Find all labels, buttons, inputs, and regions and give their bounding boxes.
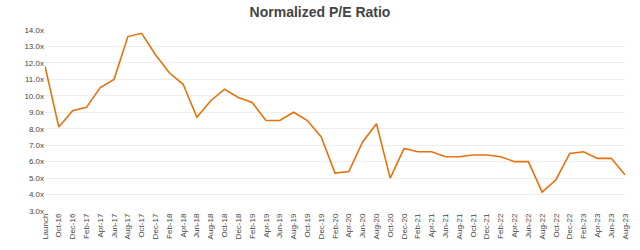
svg-text:10.0x: 10.0x (24, 92, 44, 101)
svg-text:Oct-18: Oct-18 (220, 213, 229, 238)
svg-text:Oct-19: Oct-19 (303, 213, 312, 238)
svg-text:12.0x: 12.0x (24, 59, 44, 68)
svg-text:Dec-18: Dec-18 (234, 213, 243, 239)
svg-text:5.0x: 5.0x (29, 174, 44, 183)
svg-text:Normalized P/E Ratio: Normalized P/E Ratio (250, 4, 391, 20)
svg-text:Jun-19: Jun-19 (275, 213, 284, 238)
svg-text:Jun-17: Jun-17 (110, 213, 119, 238)
svg-text:Oct-17: Oct-17 (137, 213, 146, 238)
svg-text:Aug-20: Aug-20 (372, 213, 381, 239)
svg-text:Apr-23: Apr-23 (593, 213, 602, 238)
svg-text:Oct-20: Oct-20 (386, 213, 395, 238)
svg-text:8.0x: 8.0x (29, 125, 44, 134)
svg-text:4.0x: 4.0x (29, 190, 44, 199)
svg-text:Dec-20: Dec-20 (400, 213, 409, 239)
svg-text:Aug-23: Aug-23 (621, 213, 630, 239)
svg-text:14.0x: 14.0x (24, 26, 44, 35)
svg-text:11.0x: 11.0x (25, 75, 44, 84)
svg-text:Aug-22: Aug-22 (538, 213, 547, 239)
svg-text:Dec-21: Dec-21 (483, 213, 492, 239)
svg-text:3.0x: 3.0x (29, 207, 44, 216)
svg-text:Feb-17: Feb-17 (82, 213, 91, 239)
svg-text:Feb-20: Feb-20 (331, 213, 340, 239)
svg-text:Feb-19: Feb-19 (248, 213, 257, 239)
svg-text:Dec-19: Dec-19 (317, 213, 326, 239)
svg-text:Oct-22: Oct-22 (552, 213, 561, 238)
svg-text:Jun-23: Jun-23 (607, 213, 616, 238)
svg-text:Feb-22: Feb-22 (496, 213, 505, 239)
svg-text:Oct-21: Oct-21 (469, 213, 478, 238)
svg-text:Jun-18: Jun-18 (193, 213, 202, 238)
svg-text:Dec-22: Dec-22 (565, 213, 574, 239)
svg-text:Feb-18: Feb-18 (165, 213, 174, 239)
svg-text:Apr-22: Apr-22 (510, 213, 519, 238)
svg-text:Apr-17: Apr-17 (96, 213, 105, 238)
svg-text:Aug-19: Aug-19 (289, 213, 298, 239)
svg-text:9.0x: 9.0x (29, 108, 44, 117)
svg-text:Apr-20: Apr-20 (344, 213, 353, 238)
svg-text:Dec-16: Dec-16 (68, 213, 77, 239)
svg-text:6.0x: 6.0x (29, 157, 44, 166)
svg-text:Feb-21: Feb-21 (413, 213, 422, 239)
svg-text:Jun-21: Jun-21 (441, 213, 450, 238)
svg-text:Aug-17: Aug-17 (123, 213, 132, 239)
svg-text:Jun-20: Jun-20 (358, 213, 367, 238)
svg-text:Aug-21: Aug-21 (455, 213, 464, 239)
svg-text:Oct-16: Oct-16 (54, 213, 63, 238)
svg-text:Jun-22: Jun-22 (524, 213, 533, 238)
svg-text:Apr-21: Apr-21 (427, 213, 436, 238)
svg-text:Launch: Launch (41, 214, 50, 240)
svg-text:13.0x: 13.0x (24, 42, 44, 51)
svg-text:Apr-18: Apr-18 (179, 213, 188, 238)
svg-text:Apr-19: Apr-19 (262, 213, 271, 238)
svg-text:Dec-17: Dec-17 (151, 213, 160, 239)
svg-text:Aug-18: Aug-18 (206, 213, 215, 239)
svg-text:Feb-23: Feb-23 (579, 213, 588, 239)
svg-text:7.0x: 7.0x (29, 141, 44, 150)
